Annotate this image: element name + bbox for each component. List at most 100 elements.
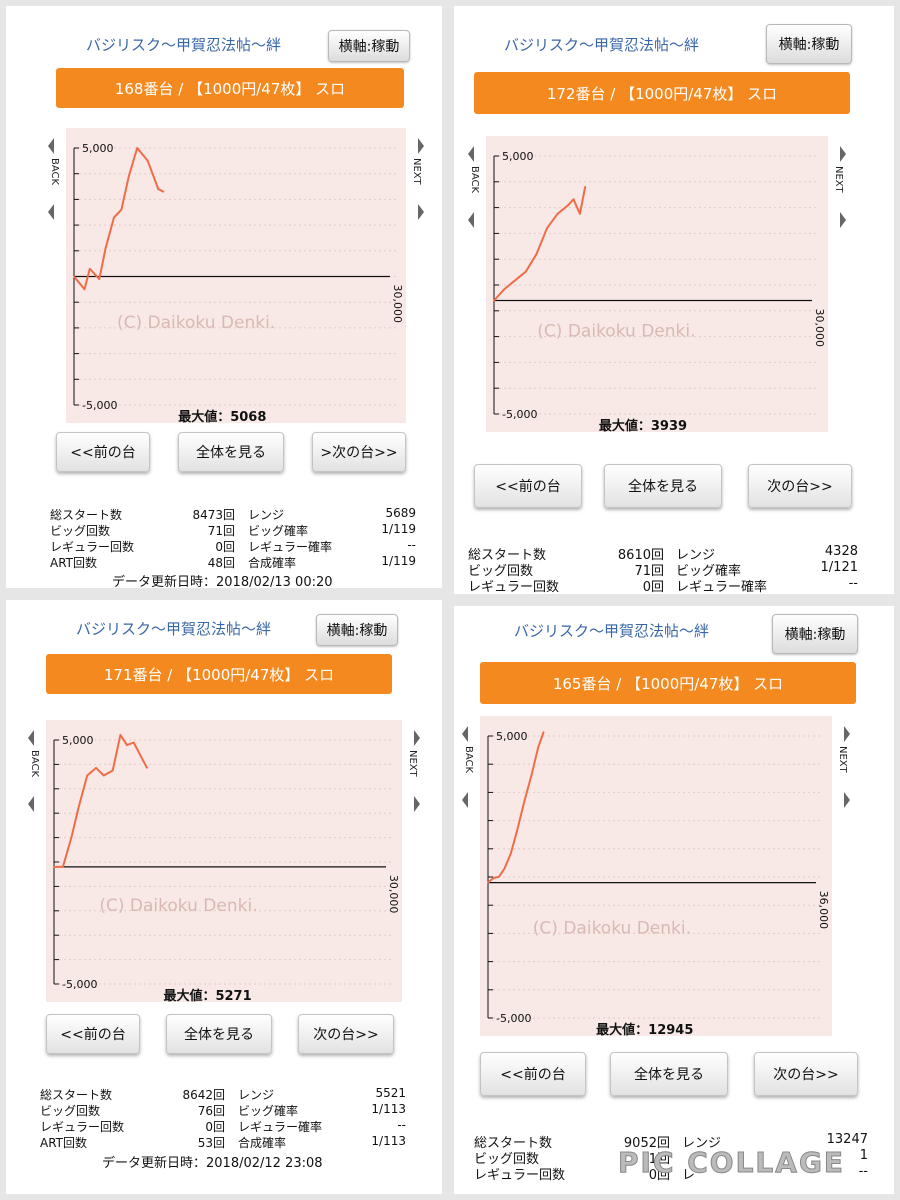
machine-banner: 172番台 / 【1000円/47枚】 スロ xyxy=(474,72,850,114)
next-arrow-icon xyxy=(418,204,424,220)
series-point xyxy=(104,247,107,249)
stat-value: 9052回 xyxy=(623,1136,670,1151)
stat-value: 1回 xyxy=(648,1152,670,1167)
stats-row: 総スタート数 8610回 レンジ 4328 xyxy=(468,544,858,563)
stats-row: ビッグ回数 71回 ビッグ確率 1/119 xyxy=(50,522,416,538)
stat-value: 8610回 xyxy=(617,548,664,563)
prev-machine-button[interactable]: <<前の台 xyxy=(46,1014,140,1054)
chart-watermark: (C) Daikoku Denki. xyxy=(99,896,257,916)
prev-machine-button[interactable]: <<前の台 xyxy=(480,1052,586,1096)
series-point xyxy=(162,190,165,193)
next-machine-button[interactable]: 次の台>> xyxy=(748,464,852,508)
view-all-button[interactable]: 全体を見る xyxy=(178,432,284,472)
stat-label: レギュラー回数 xyxy=(468,580,560,594)
series-point xyxy=(535,253,538,255)
prev-machine-button[interactable]: <<前の台 xyxy=(474,464,582,508)
next-arrow-icon xyxy=(414,796,420,812)
view-all-button[interactable]: 全体を見る xyxy=(604,464,722,508)
stats-row: レギュラー回数 0回 レギュラー確率 -- xyxy=(40,1118,406,1134)
series-point xyxy=(542,731,545,733)
stats-row: 総スタート数 9052回 レンジ 13247 xyxy=(474,1132,868,1151)
plot-area xyxy=(46,720,402,1002)
next-arrow-icon xyxy=(414,730,420,746)
stat-value: 1/119 xyxy=(381,554,416,568)
stats-row: 総スタート数 8473回 レンジ 5689 xyxy=(50,506,416,522)
stat-value: 76回 xyxy=(197,1104,225,1118)
series-point xyxy=(510,852,512,855)
prev-machine-button[interactable]: <<前の台 xyxy=(56,432,150,472)
stats-row: ビッグ回数 76回 ビッグ確率 1/113 xyxy=(40,1102,406,1118)
y-top-label: 5,000 xyxy=(496,730,528,743)
game-title: バジリスク〜甲賀忍法帖〜絆 xyxy=(76,620,272,638)
max-value-label: 最大値：3939 xyxy=(599,418,687,434)
series-point xyxy=(83,288,86,291)
panel-165: バジリスク〜甲賀忍法帖〜絆 横軸:稼動 165番台 / 【1000円/47枚】 … xyxy=(454,606,894,1194)
series-point xyxy=(73,275,75,278)
series-point xyxy=(120,208,123,211)
series-point xyxy=(95,767,97,769)
stat-value: 48回 xyxy=(207,556,235,570)
stat-label: 総スタート数 xyxy=(40,1088,113,1102)
stat-value: 1/121 xyxy=(820,560,858,575)
series-point xyxy=(146,767,148,769)
stat-label: ビッグ回数 xyxy=(50,524,111,538)
stat-label: レギュラー確率 xyxy=(676,580,768,594)
series-point xyxy=(86,774,88,777)
next-arrow-icon xyxy=(844,792,850,808)
y-bottom-label: -5,000 xyxy=(502,408,537,421)
stat-value: 71回 xyxy=(634,564,664,579)
payout-chart: 5,000 -5,000 30,000 (C) Daikoku Denki. 最大値：3… xyxy=(454,124,894,462)
back-arrow-icon xyxy=(28,796,34,812)
back-label: BACK xyxy=(29,750,40,778)
max-value-label: 最大値：5271 xyxy=(163,988,251,1004)
series-point xyxy=(139,754,142,756)
next-machine-button[interactable]: 次の台>> xyxy=(754,1052,858,1096)
chart-svg: 5,000 -5,000 36,000 (C) Daikoku Denki. 最大値：1… xyxy=(462,716,850,1038)
series-point xyxy=(492,877,495,879)
stat-value: 5689 xyxy=(385,506,416,520)
next-machine-button[interactable]: 次の台>> xyxy=(298,1014,394,1054)
series-point xyxy=(530,773,533,776)
machine-banner: 165番台 / 【1000円/47枚】 スロ xyxy=(480,662,856,704)
stat-value: 4328 xyxy=(824,544,858,559)
next-arrow-icon xyxy=(840,146,846,162)
x-end-label: 36,000 xyxy=(817,891,830,930)
stat-value: 1/119 xyxy=(381,522,416,536)
stat-label: ビッグ確率 xyxy=(676,564,742,579)
y-top-label: 5,000 xyxy=(82,142,114,155)
series-point xyxy=(503,867,506,870)
series-point xyxy=(89,268,91,270)
series-point xyxy=(556,213,559,215)
payout-chart: 5,000 -5,000 36,000 (C) Daikoku Denki. 最大値：1… xyxy=(454,716,894,1048)
axis-toggle-button[interactable]: 横軸:稼動 xyxy=(316,614,398,646)
series-point xyxy=(584,185,586,188)
view-all-button[interactable]: 全体を見る xyxy=(166,1014,272,1054)
stats-row: レギュラー回数 0回 レギュラー確率 -- xyxy=(50,538,416,554)
stats-row: 総スタート数 8642回 レンジ 5521 xyxy=(40,1086,406,1102)
axis-toggle-button[interactable]: 横軸:稼動 xyxy=(328,30,410,62)
series-point xyxy=(567,204,569,206)
series-point xyxy=(487,881,489,884)
series-point xyxy=(111,769,114,772)
max-value-label: 最大値：12945 xyxy=(596,1022,693,1038)
stat-label: ビッグ確率 xyxy=(238,1104,299,1118)
back-arrow-icon xyxy=(28,730,34,746)
stat-value: 0回 xyxy=(215,540,235,554)
next-arrow-icon xyxy=(418,138,424,154)
stat-label: 総スタート数 xyxy=(474,1136,553,1151)
stat-label: レンジ xyxy=(248,508,285,522)
payout-series-line xyxy=(487,731,545,884)
series-point xyxy=(62,866,64,868)
stat-value: 1 xyxy=(859,1148,868,1163)
next-machine-button[interactable]: >次の台>> xyxy=(312,432,406,472)
y-top-label: 5,000 xyxy=(502,150,534,163)
series-point xyxy=(157,188,160,190)
view-all-button[interactable]: 全体を見る xyxy=(610,1052,728,1096)
y-bottom-label: -5,000 xyxy=(62,978,97,991)
axis-toggle-button[interactable]: 横軸:稼動 xyxy=(766,24,852,64)
plot-area xyxy=(480,716,832,1036)
back-label: BACK xyxy=(49,158,60,186)
series-point xyxy=(503,288,506,290)
series-point xyxy=(525,270,527,273)
axis-toggle-button[interactable]: 横軸:稼動 xyxy=(772,614,858,654)
